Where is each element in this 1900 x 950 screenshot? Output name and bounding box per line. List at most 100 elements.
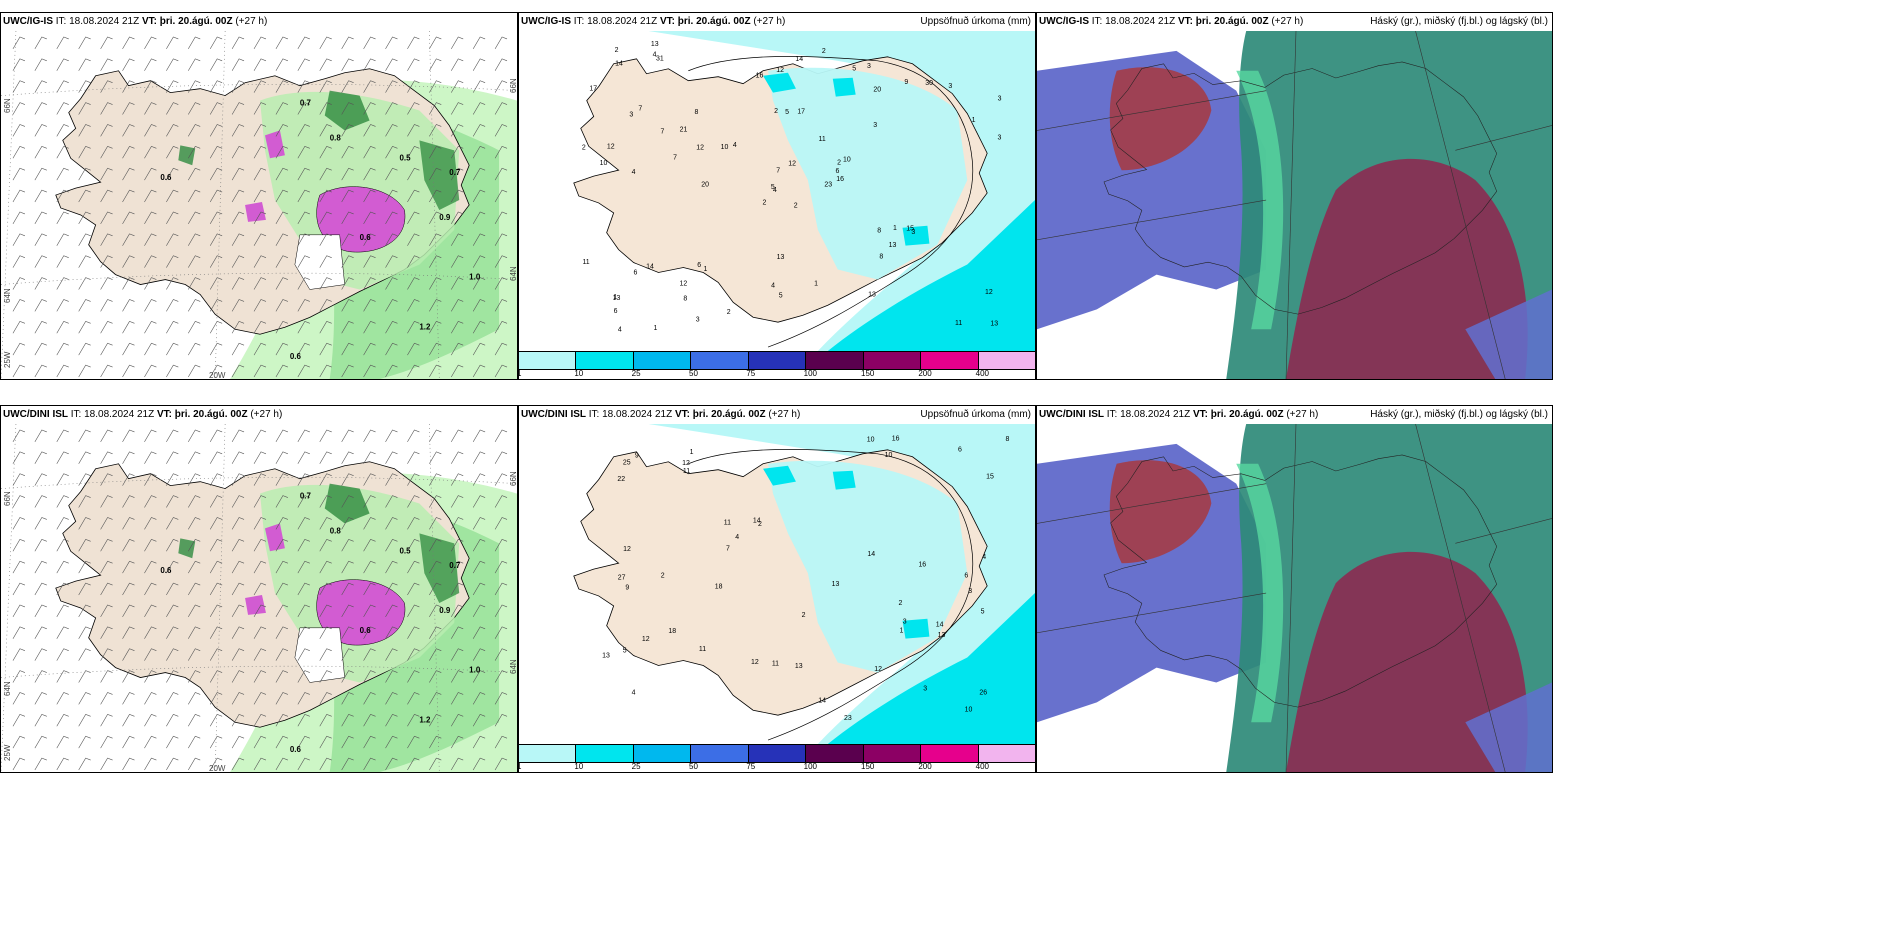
- precip-area: [648, 31, 1035, 351]
- wind-barb: [472, 36, 486, 50]
- precip-value: 3: [997, 135, 1001, 142]
- wind-barb: [12, 473, 26, 486]
- wind-barb: [122, 517, 135, 530]
- wind-barb: [319, 626, 332, 639]
- wind-barb: [78, 692, 91, 705]
- wind-barb: [209, 364, 223, 378]
- wind-barb: [253, 124, 267, 137]
- wind-barb: [297, 255, 310, 268]
- wind-barb: [100, 670, 113, 683]
- wind-barb: [34, 473, 47, 486]
- wind-barb: [100, 80, 113, 93]
- wind-barb: [341, 692, 354, 705]
- wind-barb: [12, 604, 26, 618]
- wind-barb: [253, 364, 267, 378]
- colorbar-swatch: [978, 352, 1035, 369]
- lon-label: 25W: [3, 351, 12, 368]
- wind-barb: [429, 517, 442, 530]
- wind-barb: [144, 692, 157, 705]
- precip-value: 14: [646, 264, 654, 271]
- wind-barb: [56, 36, 69, 50]
- wind-barb: [275, 692, 288, 705]
- wind-barb: [275, 320, 288, 334]
- wind-barb: [275, 211, 288, 225]
- wind-barb: [341, 626, 354, 639]
- wind-barb: [122, 451, 135, 464]
- wind-barb: [144, 80, 157, 93]
- wind-barb: [78, 189, 91, 203]
- wind-barb: [450, 124, 464, 137]
- wind-barb: [231, 713, 245, 727]
- wind-barb: [472, 626, 486, 639]
- wind-barb: [472, 58, 486, 71]
- wind-barb: [385, 102, 398, 115]
- lat-label: 64N: [3, 288, 12, 303]
- wind-barb: [472, 102, 486, 115]
- wind-barb: [166, 342, 179, 356]
- wind-barb: [363, 713, 376, 727]
- wind-barb: [34, 364, 47, 378]
- precip-value: 8: [683, 296, 687, 303]
- colorbar-swatch: [748, 745, 807, 762]
- precip-value: 2: [582, 145, 586, 152]
- precip-value: 3: [911, 229, 915, 236]
- wind-barb: [144, 713, 157, 727]
- wind-barb: [166, 277, 179, 290]
- wind-barb: [12, 582, 26, 596]
- wind-barb: [494, 299, 508, 312]
- high-cloud: [1286, 551, 1528, 772]
- precip-value: 23: [844, 715, 852, 722]
- wind-barb: [341, 145, 354, 159]
- wind-barb: [166, 429, 179, 443]
- wind-barb: [363, 36, 376, 50]
- wind-barb: [144, 211, 157, 225]
- wind-barb: [209, 124, 223, 137]
- precip-label: 1.2: [419, 715, 431, 724]
- wind-barb: [209, 626, 223, 639]
- wind-barb: [450, 517, 464, 530]
- lon-label: 20W: [209, 764, 226, 773]
- wind-barb: [78, 233, 91, 246]
- wind-barb: [385, 299, 398, 312]
- wind-barb: [100, 255, 113, 268]
- precip-value: 10: [867, 437, 875, 444]
- wind-barb: [166, 211, 179, 225]
- precip-value: 9: [625, 584, 629, 591]
- wind-barb: [494, 36, 508, 50]
- wind-barb: [297, 211, 310, 225]
- colorbar-swatch: [921, 745, 979, 762]
- wind-barb: [34, 495, 47, 508]
- wind-barb: [385, 626, 398, 639]
- wind-barb: [231, 124, 245, 137]
- wind-barb: [363, 277, 376, 290]
- wind-barb: [78, 648, 91, 661]
- wind-barb: [78, 473, 91, 486]
- colorbar-swatch: [921, 352, 979, 369]
- wind-barb: [363, 364, 376, 378]
- wind-barb: [472, 757, 486, 771]
- wind-barb: [363, 299, 376, 312]
- wind-barb: [385, 145, 398, 159]
- wind-barb: [385, 582, 398, 596]
- wind-barb: [450, 451, 464, 464]
- precip-value: 13: [832, 581, 840, 588]
- wind-barb: [385, 211, 398, 225]
- wind-barb: [275, 429, 288, 443]
- wind-barb: [209, 102, 223, 115]
- wind-barb: [297, 429, 310, 443]
- precip-colorbar: 1 10 25 50 75 100 150 200 400: [519, 351, 1035, 379]
- wind-barb: [231, 648, 245, 661]
- wind-barb: [56, 80, 69, 93]
- precip-value: 2: [837, 159, 841, 166]
- wind-barb: [472, 692, 486, 705]
- wind-barb: [56, 58, 69, 71]
- precip-value: 17: [797, 109, 805, 116]
- wind-barb: [363, 58, 376, 71]
- wind-barb: [297, 735, 310, 749]
- wind-barb: [363, 320, 376, 334]
- precip-area: [648, 424, 1035, 744]
- wind-barb: [12, 277, 26, 290]
- wind-barb: [231, 145, 245, 159]
- colorbar-swatch: [806, 745, 864, 762]
- colorbar-label: 400: [975, 762, 990, 771]
